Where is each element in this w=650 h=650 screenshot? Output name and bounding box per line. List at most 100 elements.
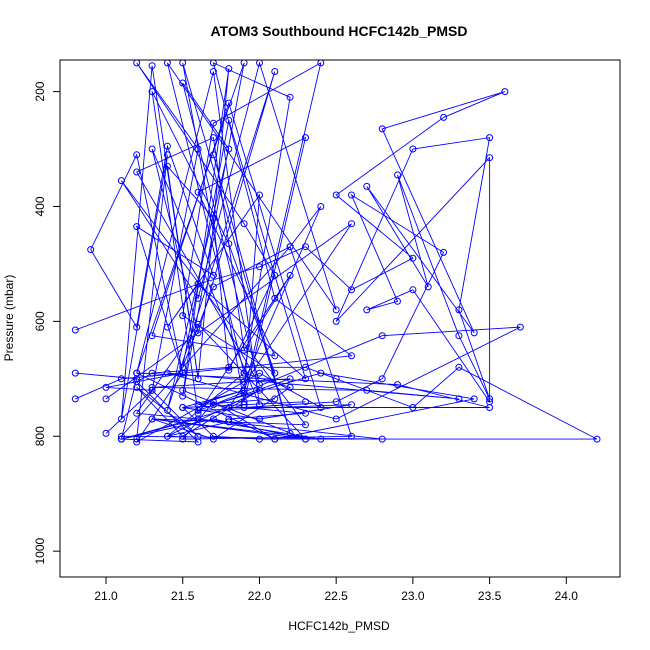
data-point xyxy=(194,438,202,446)
data-point xyxy=(179,312,187,320)
data-point xyxy=(348,220,355,228)
data-point xyxy=(455,395,463,403)
data-point xyxy=(148,88,156,96)
data-point xyxy=(240,401,248,409)
y-tick-label: 600 xyxy=(33,311,47,331)
data-point xyxy=(332,306,340,314)
data-point xyxy=(409,404,417,411)
data-point xyxy=(332,415,340,423)
data-point xyxy=(302,243,309,251)
data-point xyxy=(256,60,263,67)
data-point xyxy=(117,435,125,443)
data-point xyxy=(179,435,187,443)
y-axis: 200 400 600 800 1000 xyxy=(33,81,61,565)
x-tick-label: 23.5 xyxy=(478,589,502,603)
data-point xyxy=(378,375,386,383)
data-point xyxy=(394,381,401,389)
data-point xyxy=(102,383,110,391)
data-point xyxy=(209,432,217,440)
data-point xyxy=(470,395,478,403)
data-point xyxy=(148,62,156,70)
data-point xyxy=(71,395,79,403)
data-point xyxy=(302,363,309,371)
data-point xyxy=(286,243,294,251)
data-point xyxy=(209,415,217,423)
x-tick-label: 22.5 xyxy=(324,589,348,603)
data-point xyxy=(87,246,95,254)
data-point xyxy=(363,182,371,190)
data-point xyxy=(332,375,340,383)
x-axis: 21.0 21.5 22.0 22.5 23.0 23.5 24.0 xyxy=(94,576,578,603)
data-point xyxy=(455,332,463,340)
data-point xyxy=(148,369,156,377)
data-point xyxy=(593,435,601,443)
chart-title: ATOM3 Southbound HCFC142b_PMSD xyxy=(211,23,468,39)
data-point xyxy=(256,415,263,423)
data-point xyxy=(194,401,202,409)
data-point xyxy=(163,142,171,150)
data-point xyxy=(348,352,355,360)
data-point xyxy=(133,223,141,231)
y-tick-label: 400 xyxy=(33,196,47,216)
data-point xyxy=(394,171,401,179)
data-point xyxy=(133,60,141,67)
y-tick-label: 1000 xyxy=(33,537,47,564)
data-point xyxy=(455,306,463,314)
data-point xyxy=(455,363,463,371)
data-point xyxy=(348,191,355,199)
data-point xyxy=(440,248,448,256)
data-point xyxy=(271,68,279,75)
data-point xyxy=(194,188,202,196)
data-point xyxy=(133,168,141,176)
data-point xyxy=(225,418,233,426)
data-point xyxy=(225,99,233,107)
data-point xyxy=(378,125,386,133)
data-point xyxy=(209,151,217,159)
data-point xyxy=(486,404,494,411)
data-point xyxy=(179,386,187,394)
data-point xyxy=(179,60,187,67)
data-point xyxy=(209,214,217,222)
series-line-6 xyxy=(75,62,276,400)
data-point xyxy=(348,401,355,409)
data-point xyxy=(378,332,386,340)
data-point xyxy=(163,406,171,414)
data-point xyxy=(317,369,325,377)
data-point xyxy=(133,323,141,331)
data-point xyxy=(194,145,202,153)
data-point xyxy=(163,162,171,170)
data-point xyxy=(486,154,494,162)
data-point xyxy=(194,280,202,288)
series-line-7 xyxy=(75,366,598,443)
x-tick-label: 21.5 xyxy=(171,589,195,603)
data-point xyxy=(409,254,417,262)
y-tick-label: 200 xyxy=(33,81,47,101)
data-point xyxy=(102,429,110,437)
data-point xyxy=(240,386,248,394)
data-point xyxy=(332,317,340,325)
data-point xyxy=(148,332,156,340)
data-point xyxy=(501,88,509,96)
data-point xyxy=(102,395,110,403)
data-point xyxy=(516,323,524,331)
data-point xyxy=(163,432,171,440)
data-point xyxy=(440,113,448,121)
data-point xyxy=(71,326,79,334)
data-point xyxy=(302,398,309,406)
data-point xyxy=(348,286,355,294)
data-point xyxy=(302,421,309,429)
data-point xyxy=(363,306,371,314)
data-point xyxy=(209,134,217,142)
data-point xyxy=(148,145,156,153)
data-point xyxy=(194,320,202,328)
data-point xyxy=(71,369,79,377)
series-line-3 xyxy=(75,91,506,420)
data-point xyxy=(148,415,156,423)
data-point xyxy=(209,119,217,127)
data-point xyxy=(332,191,340,199)
plot-area xyxy=(71,60,601,446)
data-point xyxy=(271,369,279,377)
data-point xyxy=(486,395,494,403)
data-point xyxy=(133,438,141,446)
